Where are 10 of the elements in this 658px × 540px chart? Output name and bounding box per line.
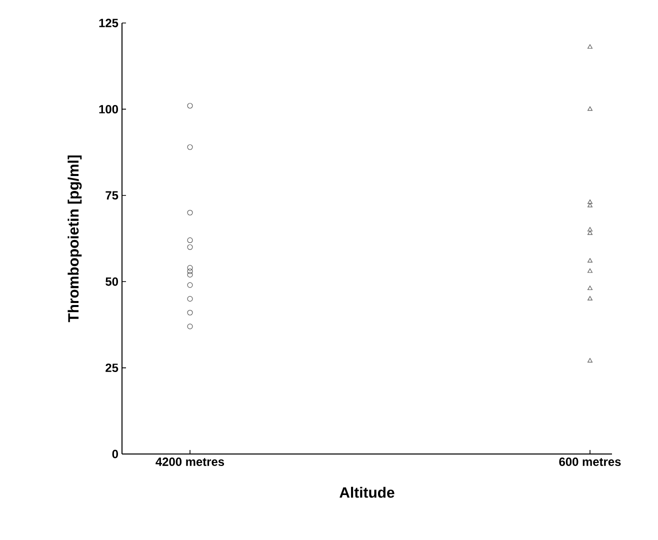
x-axis-title: Altitude: [340, 486, 394, 498]
y-tick-label: 50: [106, 277, 118, 286]
y-tick-label: 125: [99, 18, 118, 28]
y-axis-title: Thrombopoietin [pg/ml]: [68, 155, 82, 322]
x-tick-label: 4200 metres: [156, 458, 224, 466]
y-tick-label: 0: [112, 450, 118, 458]
y-tick-label: 75: [106, 191, 118, 200]
y-tick-label: 25: [106, 364, 118, 372]
x-tick-label: 600 metres: [559, 458, 621, 466]
y-tick-label: 100: [99, 104, 118, 114]
